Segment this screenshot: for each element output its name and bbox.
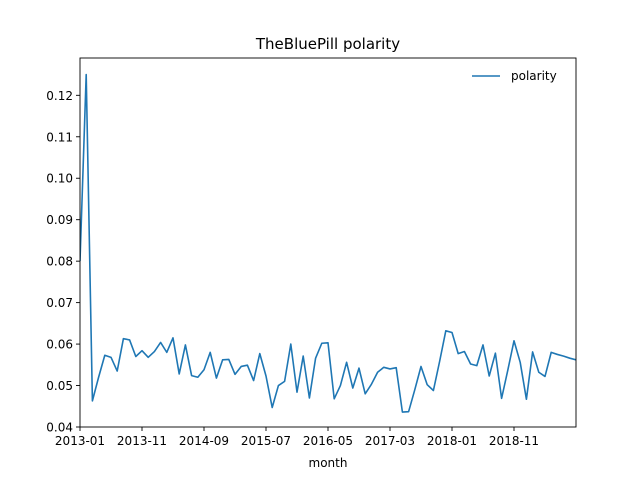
x-axis-label: month bbox=[309, 456, 348, 470]
y-tick-label: 0.12 bbox=[46, 89, 73, 103]
x-tick-label: 2014-09 bbox=[179, 434, 229, 448]
axes-frame bbox=[79, 57, 577, 428]
x-tick-label: 2015-07 bbox=[241, 434, 291, 448]
x-tick-label: 2016-05 bbox=[303, 434, 353, 448]
series-line-polarity bbox=[80, 73, 576, 413]
x-tick-label: 2013-11 bbox=[117, 434, 167, 448]
y-tick-label: 0.04 bbox=[46, 421, 73, 435]
y-tick-label: 0.11 bbox=[46, 130, 73, 144]
x-tick-label: 2013-01 bbox=[55, 434, 105, 448]
y-tick-label: 0.06 bbox=[46, 338, 73, 352]
chart-title: TheBluePill polarity bbox=[255, 35, 400, 53]
y-tick-label: 0.10 bbox=[46, 172, 73, 186]
y-tick-label: 0.05 bbox=[46, 379, 73, 393]
y-tick-label: 0.07 bbox=[46, 296, 73, 310]
legend-label-polarity: polarity bbox=[511, 69, 557, 83]
x-tick-label: 2018-01 bbox=[427, 434, 477, 448]
x-tick-label: 2017-03 bbox=[365, 434, 415, 448]
legend: polarity bbox=[472, 69, 557, 83]
y-tick-label: 0.08 bbox=[46, 255, 73, 269]
x-tick-label: 2018-11 bbox=[489, 434, 539, 448]
x-axis-ticks: 2013-01 2013-11 2014-09 2015-07 2016-05 2017-… bbox=[55, 427, 539, 448]
y-tick-label: 0.09 bbox=[46, 213, 73, 227]
plot-area bbox=[80, 58, 576, 427]
y-axis-ticks: 0.04 0.05 0.06 0.07 0.08 0.09 0.10 0.11 0.12 bbox=[46, 89, 80, 435]
